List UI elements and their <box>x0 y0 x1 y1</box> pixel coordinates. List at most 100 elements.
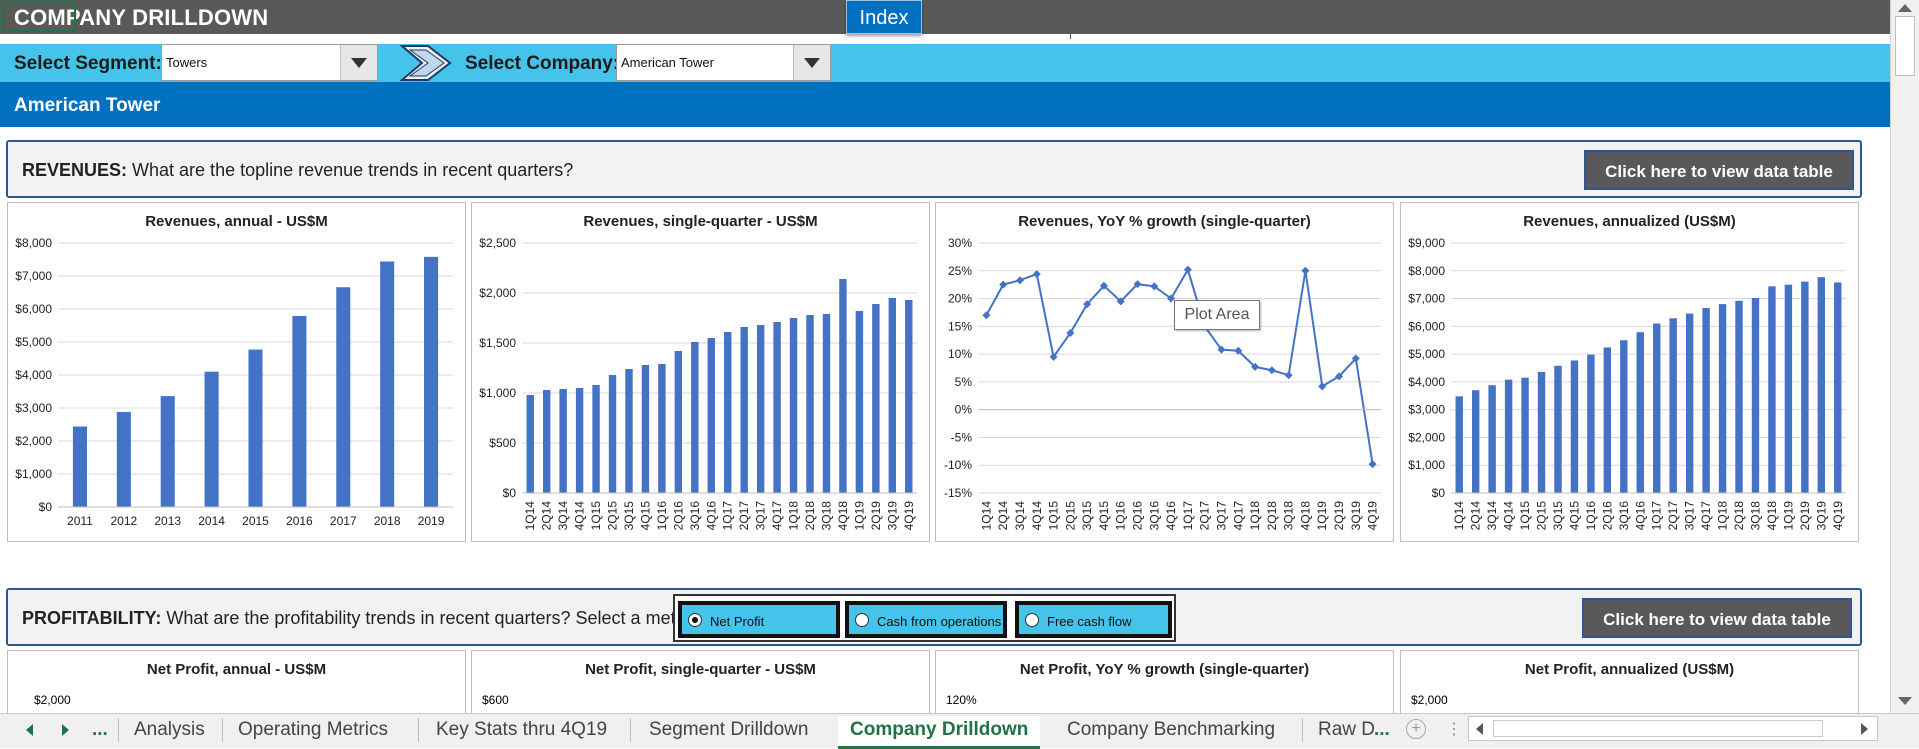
radio-cash-from-operations[interactable]: Cash from operations <box>845 601 1007 638</box>
tab-more-left[interactable]: ... <box>92 719 108 740</box>
h-scroll-thumb[interactable] <box>1493 720 1823 737</box>
scroll-down-icon[interactable] <box>1898 697 1912 705</box>
bar[interactable] <box>806 315 814 493</box>
data-point[interactable] <box>1066 329 1075 337</box>
data-point[interactable] <box>1032 270 1041 279</box>
chart-revenues-yoy-growth[interactable]: Revenues, YoY % growth (single-quarter) … <box>935 202 1394 542</box>
bar[interactable] <box>1471 390 1480 493</box>
tab-scroll-right-icon[interactable] <box>62 724 69 736</box>
revenues-data-table-button[interactable]: Click here to view data table <box>1584 150 1854 190</box>
bar[interactable] <box>1702 308 1710 493</box>
tab-company-benchmarking[interactable]: Company Benchmarking <box>1067 719 1276 740</box>
bar[interactable] <box>559 389 567 493</box>
scroll-left-icon[interactable] <box>1476 723 1483 735</box>
bar[interactable] <box>855 311 864 493</box>
bar[interactable] <box>608 375 617 493</box>
data-point[interactable] <box>1267 366 1276 375</box>
tab-more-right[interactable]: ... <box>1374 719 1390 740</box>
bar[interactable] <box>1653 323 1661 493</box>
bar[interactable] <box>691 342 699 493</box>
chart-net-profit-annual[interactable]: Net Profit, annual - US$M $2,000 <box>7 650 466 720</box>
chart-net-profit-yoy-growth[interactable]: Net Profit, YoY % growth (single-quarter… <box>935 650 1394 720</box>
bar[interactable] <box>1817 277 1826 493</box>
chart-revenues-annualized[interactable]: Revenues, annualized (US$M) $0 $1,000 $2,0… <box>1400 202 1859 542</box>
tab-company-drilldown[interactable]: Company Drilldown <box>838 716 1041 749</box>
bar[interactable] <box>773 322 781 493</box>
tab-operating-metrics[interactable]: Operating Metrics <box>238 719 388 740</box>
radio-unselected-icon[interactable] <box>855 613 869 627</box>
bar[interactable] <box>526 395 534 493</box>
data-point[interactable] <box>999 280 1008 289</box>
bar[interactable] <box>1521 377 1529 493</box>
bar[interactable] <box>1636 332 1644 493</box>
bar[interactable] <box>1603 347 1612 493</box>
data-point[interactable] <box>1234 346 1243 355</box>
bar[interactable] <box>724 332 732 493</box>
bar[interactable] <box>1587 354 1595 493</box>
data-point[interactable] <box>1167 294 1176 303</box>
bar[interactable] <box>625 369 633 493</box>
bar[interactable] <box>905 300 913 493</box>
bar[interactable] <box>424 256 439 507</box>
scroll-up-icon[interactable] <box>1898 4 1912 12</box>
bar[interactable] <box>1504 379 1513 493</box>
bar[interactable] <box>789 318 798 493</box>
chevron-down-icon[interactable] <box>793 45 830 80</box>
data-point[interactable] <box>1335 372 1344 381</box>
data-point[interactable] <box>1099 281 1108 290</box>
bar[interactable] <box>658 364 666 493</box>
radio-net-profit[interactable]: Net Profit <box>678 601 840 638</box>
bar[interactable] <box>380 261 395 507</box>
bar[interactable] <box>1801 281 1809 493</box>
bar[interactable] <box>888 298 897 493</box>
radio-selected-icon[interactable] <box>688 613 702 627</box>
bar[interactable] <box>116 411 131 507</box>
add-sheet-icon[interactable]: + <box>1406 719 1426 739</box>
bar[interactable] <box>707 338 715 493</box>
data-point[interactable] <box>1133 280 1142 289</box>
bar[interactable] <box>160 396 175 507</box>
bar[interactable] <box>1455 396 1463 493</box>
data-point[interactable] <box>1150 282 1159 291</box>
tab-analysis[interactable]: Analysis <box>134 719 205 740</box>
index-button[interactable]: Index <box>846 0 922 34</box>
bar[interactable] <box>1537 371 1546 493</box>
scroll-right-icon[interactable] <box>1861 723 1868 735</box>
tab-scroll-left-icon[interactable] <box>26 724 33 736</box>
chart-revenues-annual[interactable]: Revenues, annual - US$M $0 $1,000 $2,000 $3… <box>7 202 466 542</box>
data-point[interactable] <box>1015 276 1024 285</box>
bar[interactable] <box>674 351 683 493</box>
bar[interactable] <box>1784 284 1793 493</box>
data-point[interactable] <box>1116 297 1125 306</box>
chevron-down-icon[interactable] <box>340 45 377 80</box>
bar[interactable] <box>248 349 263 507</box>
bar[interactable] <box>740 327 748 493</box>
tab-segment-drilldown[interactable]: Segment Drilldown <box>649 719 809 740</box>
bar[interactable] <box>292 315 307 507</box>
bar[interactable] <box>1685 313 1694 493</box>
bar[interactable] <box>872 304 880 493</box>
bar[interactable] <box>1768 286 1776 493</box>
profitability-data-table-button[interactable]: Click here to view data table <box>1582 598 1852 638</box>
bar[interactable] <box>822 314 831 493</box>
more-options-icon[interactable]: ⋮ <box>1446 721 1462 738</box>
bar[interactable] <box>1718 304 1727 493</box>
data-point[interactable] <box>1318 382 1327 391</box>
data-point[interactable] <box>1251 362 1260 371</box>
chart-net-profit-annualized[interactable]: Net Profit, annualized (US$M) $2,000 <box>1400 650 1859 720</box>
data-point[interactable] <box>1083 300 1092 309</box>
bar[interactable] <box>542 390 551 493</box>
data-point[interactable] <box>1183 265 1192 274</box>
data-point[interactable] <box>1284 371 1293 380</box>
bar[interactable] <box>575 388 584 493</box>
chart-net-profit-single-quarter[interactable]: Net Profit, single-quarter - US$M $600 <box>471 650 930 720</box>
data-point[interactable] <box>1301 266 1310 275</box>
tab-raw-data[interactable]: Raw D <box>1318 719 1376 740</box>
radio-free-cash-flow[interactable]: Free cash flow <box>1015 601 1172 638</box>
bar[interactable] <box>1554 365 1562 493</box>
bar[interactable] <box>336 287 351 507</box>
bar[interactable] <box>1834 282 1842 493</box>
tab-key-stats[interactable]: Key Stats thru 4Q19 <box>436 719 608 740</box>
data-point[interactable] <box>1368 460 1377 469</box>
series-line[interactable] <box>985 267 1374 465</box>
